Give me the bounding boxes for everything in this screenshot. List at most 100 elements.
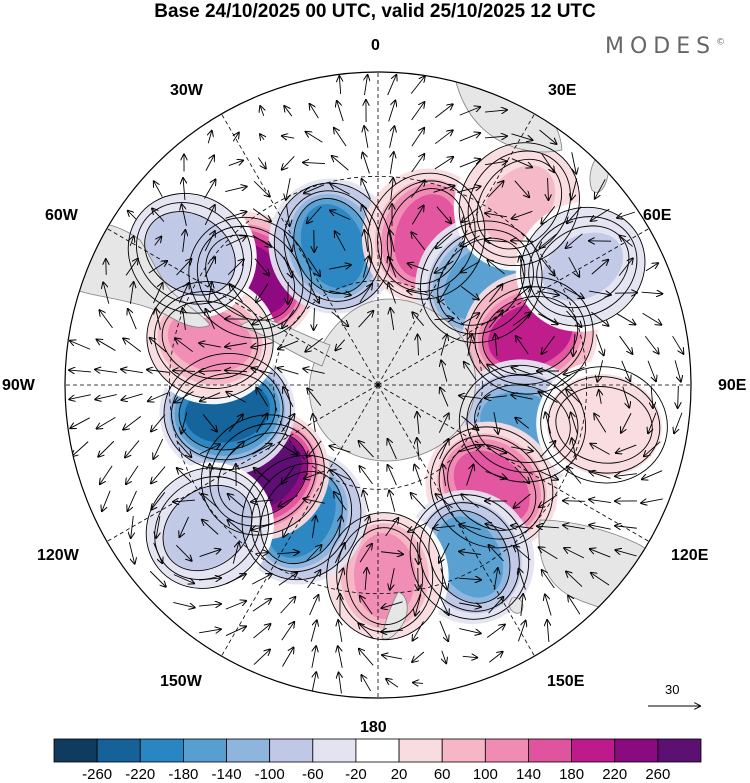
wind-arrow — [310, 104, 319, 119]
wind-arrow — [541, 206, 556, 223]
colorbar-swatch — [269, 738, 314, 763]
wind-arrow — [545, 594, 552, 616]
wind-arrow — [485, 471, 507, 478]
wind-arrow — [388, 101, 396, 122]
wind-arrow — [335, 339, 345, 351]
contour-line — [209, 423, 317, 527]
wind-arrow — [252, 574, 272, 585]
wind-arrow — [459, 186, 481, 193]
wind-arrow — [176, 440, 192, 457]
wind-arrow — [389, 490, 396, 512]
wind-arrow — [410, 180, 425, 198]
new-zealand — [381, 591, 408, 640]
wind-arrow — [511, 395, 533, 400]
wind-arrow — [173, 602, 194, 607]
wind-arrow — [566, 233, 583, 248]
wind-arrow — [566, 571, 583, 587]
wind-arrow — [202, 520, 219, 535]
wind-arrow — [391, 178, 393, 200]
wind-arrow — [199, 549, 221, 557]
wind-arrow — [199, 444, 220, 455]
wind-arrow — [417, 412, 419, 434]
wind-arrow — [462, 207, 479, 222]
lon-label-60w: 60W — [45, 207, 78, 224]
wind-arrow — [283, 516, 294, 537]
contour-line — [528, 216, 638, 318]
wind-arrow — [256, 388, 269, 407]
wind-arrow — [616, 444, 637, 453]
wind-arrow — [382, 655, 403, 659]
latitude-circle — [168, 175, 588, 595]
wind-arrow — [512, 210, 533, 218]
wind-arrow — [199, 629, 221, 633]
wind-arrow — [459, 107, 480, 116]
wind-arrow — [339, 76, 340, 94]
wind-arrow — [307, 206, 322, 223]
wind-arrow — [412, 312, 425, 327]
wind-arrow — [591, 311, 608, 326]
wind-arrow — [440, 334, 447, 356]
lon-label-30e: 30E — [548, 82, 577, 99]
lon-label-60e: 60E — [643, 207, 672, 224]
meridian-line — [377, 228, 650, 386]
wind-arrow — [548, 177, 549, 200]
wind-arrow — [359, 466, 373, 485]
wind-arrow — [208, 282, 212, 304]
wind-arrow — [152, 208, 165, 222]
wind-arrow — [542, 570, 555, 589]
wind-arrow — [363, 490, 370, 512]
wind-arrow — [435, 494, 453, 509]
wind-arrow — [331, 311, 349, 326]
wind-arrow — [70, 341, 91, 350]
wind-arrow — [493, 412, 498, 434]
contour-line — [146, 281, 274, 399]
wind-arrow — [227, 259, 244, 276]
wind-arrow — [232, 542, 239, 564]
contour-line — [367, 172, 486, 300]
wind-arrow — [415, 594, 422, 615]
contour-line — [447, 443, 537, 531]
wind-arrow — [460, 313, 480, 326]
lon-label-120w: 120W — [37, 547, 79, 564]
wind-arrow — [485, 161, 507, 164]
colorbar-tick-label: -20 — [345, 766, 367, 783]
wind-arrow — [571, 152, 576, 174]
contour-line — [127, 193, 253, 314]
wind-arrow — [204, 205, 214, 226]
wind-arrow — [183, 178, 185, 200]
wind-arrow — [537, 290, 559, 295]
wind-arrow — [439, 543, 450, 563]
wind-arrow — [381, 630, 404, 632]
wind-arrow — [147, 370, 169, 373]
wind-arrow — [256, 283, 269, 303]
meridian-line — [377, 384, 650, 542]
wind-arrow — [564, 548, 585, 559]
wind-arrow — [252, 234, 272, 247]
wind-arrow — [149, 570, 166, 586]
wind-arrow — [307, 257, 320, 276]
colorbar-tick-label: -100 — [254, 766, 285, 783]
colorbar-tick-label: 100 — [472, 766, 498, 783]
colorbar-swatch — [484, 738, 529, 763]
wind-arrow — [95, 369, 117, 372]
wind-arrow — [177, 468, 192, 483]
wind-arrow — [154, 237, 162, 246]
colorbar-swatch — [226, 738, 271, 763]
wind-arrow — [381, 552, 403, 555]
meridian-line — [106, 228, 379, 386]
wind-arrow — [130, 236, 134, 246]
wind-arrow — [390, 308, 393, 330]
wind-arrow — [226, 392, 246, 403]
wind-arrow — [563, 501, 586, 502]
wind-arrow — [176, 259, 192, 276]
contour-line — [162, 484, 253, 572]
wind-arrow — [336, 569, 344, 590]
wind-arrow — [488, 545, 504, 562]
wind-arrow — [359, 649, 374, 666]
wind-arrow — [69, 394, 91, 400]
wind-arrow — [563, 525, 585, 529]
wind-arrow — [433, 186, 455, 193]
wind-arrow — [485, 240, 508, 242]
colorbar-tick-label: 60 — [433, 766, 451, 783]
wind-arrow — [148, 392, 169, 402]
